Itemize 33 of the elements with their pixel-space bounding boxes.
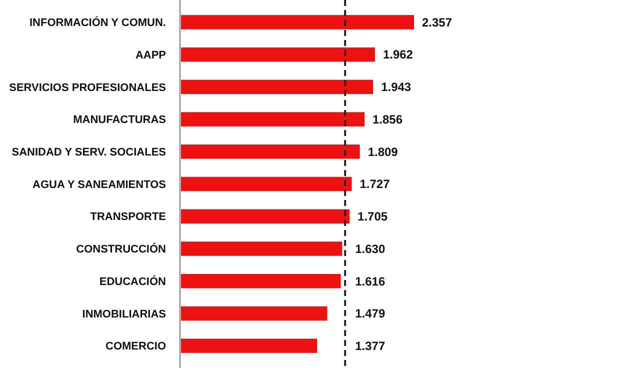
bar bbox=[181, 176, 352, 192]
bar bbox=[181, 306, 328, 321]
y-tick-label: AGUA Y SANEAMIENTOS bbox=[32, 178, 166, 191]
y-tick-label: EDUCACIÓN bbox=[99, 274, 166, 288]
data-label: 1.479 bbox=[355, 306, 386, 321]
data-label: 1.856 bbox=[372, 112, 403, 126]
bar bbox=[181, 15, 414, 30]
data-label: 1.943 bbox=[381, 80, 412, 94]
bar bbox=[181, 338, 318, 353]
data-label: 1.630 bbox=[355, 242, 386, 256]
y-tick-label: COMERCIO bbox=[106, 340, 166, 353]
y-tick-label: INMOBILIARIAS bbox=[82, 308, 166, 320]
bar bbox=[181, 242, 342, 256]
data-label: 2.357 bbox=[422, 15, 452, 30]
y-tick-label: MANUFACTURAS bbox=[73, 114, 166, 126]
data-label: 1.616 bbox=[355, 274, 386, 288]
data-label: 1.962 bbox=[382, 48, 414, 62]
bar bbox=[181, 209, 350, 224]
data-label: 1.705 bbox=[358, 210, 388, 224]
data-label: 1.809 bbox=[368, 144, 398, 159]
y-tick-label: SERVICIOS PROFESIONALES bbox=[9, 82, 166, 94]
bar bbox=[181, 274, 341, 288]
data-label: 1.377 bbox=[355, 339, 386, 354]
y-tick-label: AAPP bbox=[135, 49, 166, 62]
bar bbox=[181, 47, 375, 62]
y-tick-label: TRANSPORTE bbox=[90, 211, 166, 224]
y-tick-label: SANIDAD Y SERV. SOCIALES bbox=[12, 146, 166, 158]
y-tick-label: INFORMACIÓN Y COMUN. bbox=[30, 16, 166, 30]
data-label: 1.727 bbox=[360, 177, 390, 192]
y-tick-label: CONSTRUCCIÓN bbox=[76, 242, 166, 256]
bar bbox=[181, 112, 364, 126]
bar bbox=[181, 144, 360, 159]
bar bbox=[181, 80, 374, 94]
